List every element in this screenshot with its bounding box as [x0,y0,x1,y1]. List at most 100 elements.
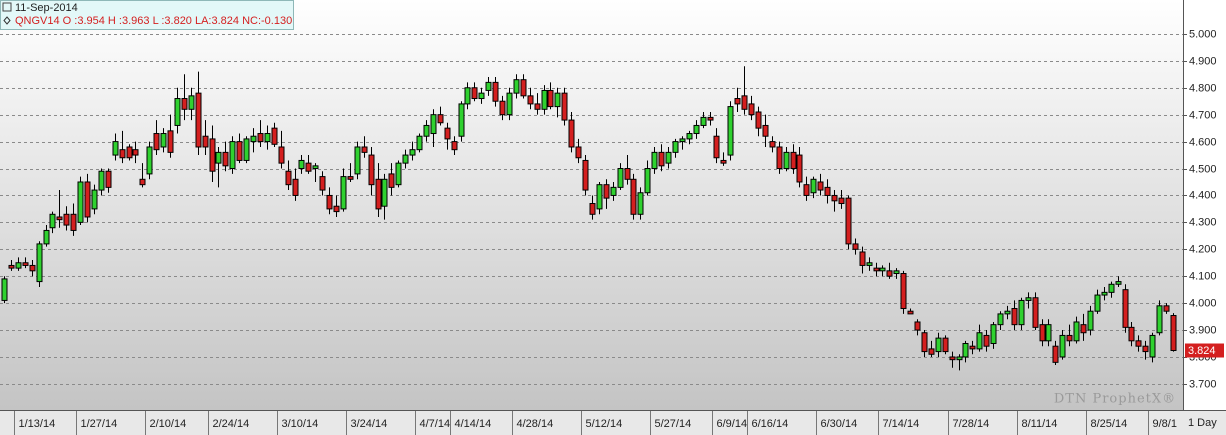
candle-body [361,146,368,153]
candle-body [879,267,886,272]
candle-body [568,119,575,148]
x-tick-label: 6/16/14 [752,418,789,430]
candle-body [1004,310,1011,315]
x-tick-label: 5/12/14 [586,418,623,430]
candle-body [1066,334,1073,342]
watermark: DTN ProphetX® [1054,392,1176,407]
series-icon [3,16,11,25]
y-tick-label: 4.600 [1189,136,1217,148]
header-quote: QNGV14 O :3.954 H :3.963 L :3.820 LA:3.8… [15,15,292,27]
candle-body [582,159,589,191]
y-tick-label: 3.700 [1189,378,1217,390]
candle-body [437,114,444,124]
candle-body [700,116,707,126]
candle-body [326,194,333,210]
x-tick-label: 1/27/14 [81,418,118,430]
candle-body [693,124,700,135]
candle-body [755,111,762,129]
x-tick-label: 7/14/14 [883,418,920,430]
candle-body [458,103,465,137]
candle-body [679,138,686,143]
candle-body [305,162,312,172]
candle-body [817,181,824,191]
candle-body [1052,345,1059,363]
candle-body [402,154,409,164]
candle-body [803,184,810,196]
candle-body [783,151,790,170]
candle-body [561,92,568,121]
last-price-label: 3.824 [1188,345,1216,357]
x-tick-label: 6/9/14 [717,418,748,430]
candle-body [1156,305,1163,334]
x-tick-label: 6/30/14 [821,418,858,430]
candle-body [1045,324,1052,342]
x-tick-label: 4/28/14 [517,418,554,430]
candle-body [672,141,679,153]
candle-body [222,151,229,167]
candle-body [22,262,29,266]
candle-body [126,146,133,159]
candle-body [395,162,402,186]
candle-body [969,345,976,350]
y-tick-label: 4.200 [1189,243,1217,255]
candle-body [997,313,1004,326]
candle-body [1,278,8,301]
candle-body [174,98,181,126]
candle-body [91,189,98,210]
candle-body [257,133,264,143]
candle-body [962,343,969,358]
candle-body [596,184,603,210]
candle-body [298,159,305,170]
candle-body [430,114,437,135]
candle-body [381,178,388,207]
candle-body [886,270,893,277]
candle-body [644,168,651,194]
y-tick-label: 4.900 [1189,55,1217,67]
candle-body [907,310,914,315]
candle-body [243,138,250,161]
candle-body [734,98,741,105]
candle-body [610,186,617,196]
candle-body [409,149,416,156]
candle-body [893,270,900,275]
candle-body [1025,297,1032,301]
candle-body [312,165,319,170]
candle-body [202,135,209,148]
candle-body [651,151,658,170]
x-tick-label: 4/7/14 [420,418,451,430]
candle-body [956,356,963,361]
candle-body [340,176,347,210]
candle-body [527,95,534,105]
candle-body [416,135,423,151]
candle-body [873,267,880,272]
y-tick-label: 3.900 [1189,324,1217,336]
candle-body [98,170,105,191]
candle-body [637,192,644,215]
candle-body [900,273,907,310]
candle-body [319,176,326,191]
candle-body [1149,334,1156,358]
candle-body [1059,334,1066,358]
candle-body [741,95,748,110]
candle-body [990,324,997,345]
x-tick-label: 1/13/14 [19,418,56,430]
y-tick-label: 4.500 [1189,163,1217,175]
candle-body [63,213,70,226]
x-tick-label: 3/24/14 [351,418,388,430]
candle-body [271,127,278,145]
candle-body [630,178,637,215]
candle-body [713,135,720,159]
candle-body [181,98,188,110]
candle-body [368,154,375,186]
candle-body [444,127,451,140]
candle-body [1032,297,1039,328]
candle-body [292,178,299,196]
candle-body [1135,340,1142,347]
candle-body [499,100,506,116]
candle-body [845,197,852,245]
candle-body [1122,289,1129,328]
candle-body [866,262,873,266]
candle-body [838,197,845,205]
candle-body [686,133,693,140]
candle-body [707,116,714,121]
